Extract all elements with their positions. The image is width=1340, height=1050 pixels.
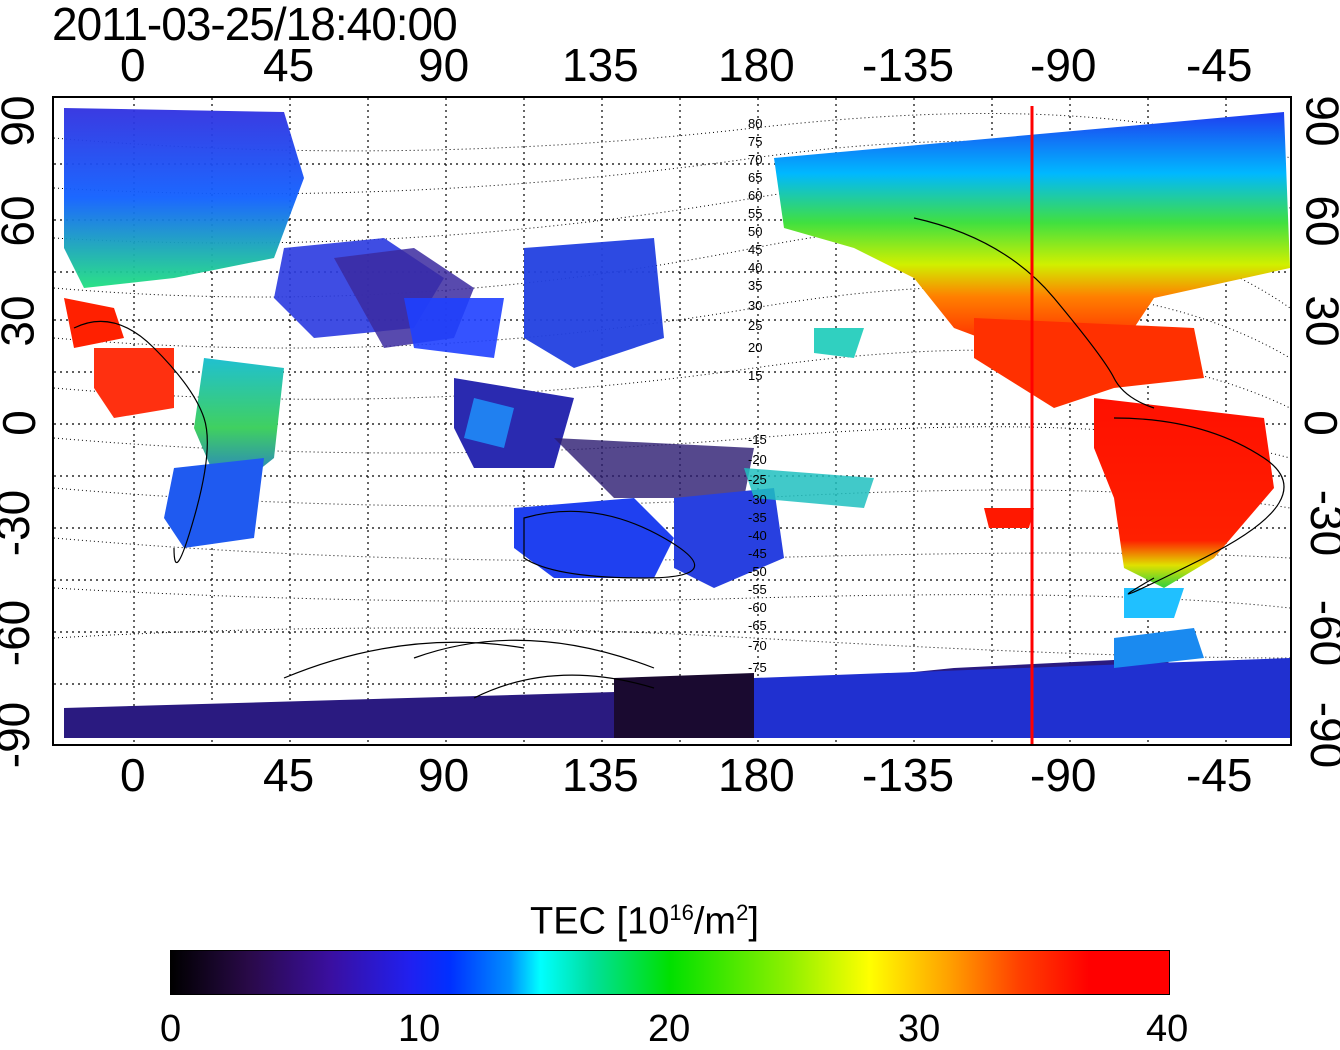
bottom-tick-label: -90 (1030, 749, 1097, 801)
contour-label: -70 (748, 638, 767, 653)
tec-data (64, 108, 1290, 738)
top-tick-label: 0 (120, 39, 146, 91)
right-tick-label: 90 (1296, 95, 1340, 147)
top-tick-label: 180 (718, 39, 795, 91)
contour-label: -25 (748, 472, 767, 487)
left-tick-label: -90 (0, 701, 40, 769)
contour-label: 60 (748, 188, 763, 203)
contour-label: -45 (748, 546, 767, 561)
contour-label: -15 (748, 432, 767, 447)
colorbar-title-exponent2: 2 (736, 900, 749, 925)
colorbar-tick-label: 20 (648, 1008, 691, 1050)
top-tick-label: 45 (263, 39, 315, 91)
left-tick-label: 0 (0, 410, 45, 436)
colorbar-tick-label: 10 (398, 1008, 441, 1050)
colorbar-title: TEC [1016/m2] (530, 888, 759, 947)
bottom-tick-label: 0 (120, 749, 146, 801)
contour-label: 25 (748, 318, 763, 333)
contour-label: 75 (748, 134, 763, 149)
colorbar (170, 950, 1170, 995)
left-tick-label: 60 (0, 195, 44, 247)
right-tick-label: -90 (1300, 701, 1340, 769)
top-tick-label: -90 (1030, 39, 1097, 91)
contour-label: -75 (748, 660, 767, 675)
timestamp-title: 2011-03-25/18:40:00 (52, 0, 458, 50)
contour-label: -65 (748, 618, 767, 633)
contour-label: 80 (748, 116, 763, 131)
colorbar-tick-label: 0 (160, 1008, 182, 1050)
contour-label: 20 (748, 340, 763, 355)
bottom-tick-label: -135 (862, 749, 955, 801)
contour-label: 35 (748, 278, 763, 293)
contour-label: -40 (748, 528, 767, 543)
bottom-tick-label: 135 (562, 749, 639, 801)
right-tick-label: -60 (1300, 599, 1340, 667)
bottom-tick-label: 45 (263, 749, 315, 801)
bottom-tick-label: 180 (718, 749, 795, 801)
contour-label: 65 (748, 170, 763, 185)
contour-label: -50 (748, 564, 767, 579)
contour-label: 45 (748, 242, 763, 257)
contour-label: 30 (748, 298, 763, 313)
colorbar-tick-label: 40 (1146, 1008, 1189, 1050)
tec-map-svg (54, 98, 1290, 744)
contour-label: 15 (748, 368, 763, 383)
right-tick-label: -30 (1300, 489, 1340, 557)
contour-label: -55 (748, 582, 767, 597)
contour-label: 55 (748, 206, 763, 221)
bottom-tick-label: -45 (1186, 749, 1253, 801)
colorbar-title-exponent: 16 (669, 900, 694, 925)
top-tick-label: 135 (562, 39, 639, 91)
contour-label: 40 (748, 260, 763, 275)
left-tick-label: 90 (0, 95, 44, 147)
coastlines (73, 217, 1285, 699)
right-tick-label: 60 (1296, 195, 1340, 247)
right-tick-label: 30 (1296, 295, 1340, 347)
colorbar-title-text: TEC [10 (530, 900, 670, 943)
right-tick-label: 0 (1295, 410, 1340, 436)
left-tick-label: -60 (0, 599, 40, 667)
colorbar-title-unit: /m (693, 900, 737, 943)
left-tick-label: 30 (0, 295, 44, 347)
contour-label: 70 (748, 152, 763, 167)
colorbar-tick-label: 30 (898, 1008, 941, 1050)
contour-label: -30 (748, 492, 767, 507)
left-tick-label: -30 (0, 489, 40, 557)
bottom-tick-label: 90 (418, 749, 470, 801)
contour-label: -35 (748, 510, 767, 525)
top-tick-label: -135 (862, 39, 955, 91)
contour-label: -60 (748, 600, 767, 615)
top-tick-label: 90 (418, 39, 470, 91)
contour-label: 50 (748, 224, 763, 239)
tec-map: 80 75 70 65 60 55 50 45 40 35 30 25 20 1… (52, 96, 1292, 746)
colorbar-title-end: ] (748, 900, 759, 943)
contour-label: -20 (748, 452, 767, 467)
top-tick-label: -45 (1186, 39, 1253, 91)
